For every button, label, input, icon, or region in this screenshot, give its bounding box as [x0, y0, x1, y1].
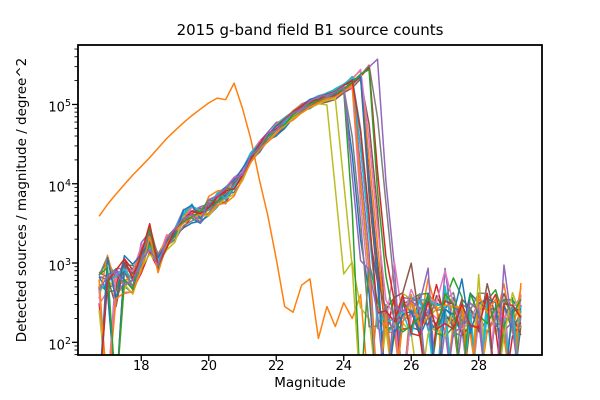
- x-tick-label: 28: [470, 359, 487, 374]
- y-tick-label: 105: [48, 98, 71, 116]
- y-tick-label: 102: [48, 336, 71, 354]
- series-lines: [98, 58, 522, 355]
- series-line: [98, 90, 522, 355]
- axis-ticks: [72, 48, 480, 361]
- y-tick-label: 103: [48, 257, 71, 275]
- x-axis-label: Magnitude: [274, 375, 346, 391]
- y-tick-label: 104: [48, 177, 71, 196]
- series-line: [98, 68, 522, 355]
- series-line: [98, 85, 517, 355]
- x-tick-label: 26: [402, 359, 420, 374]
- x-tick-label: 18: [132, 359, 150, 374]
- x-tick-label: 20: [200, 359, 218, 374]
- axes-box: [77, 44, 543, 356]
- x-tick-label: 24: [335, 359, 353, 374]
- x-tick-label: 22: [267, 359, 285, 374]
- chart-title: 2015 g-band field B1 source counts: [176, 21, 444, 39]
